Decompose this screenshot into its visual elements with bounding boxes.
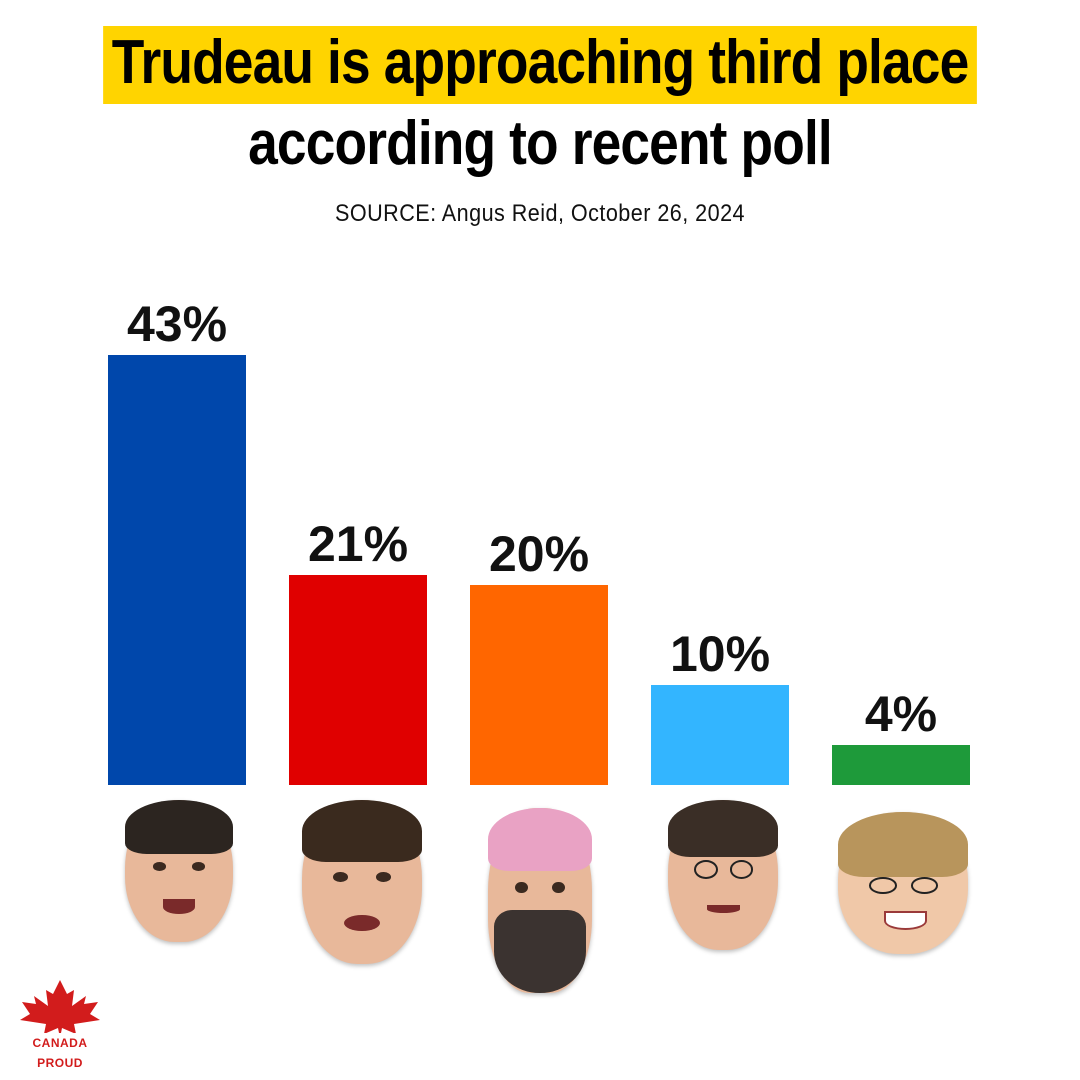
- chart-title: Trudeau is approaching third place accor…: [0, 26, 1080, 178]
- leader-face-5: [838, 812, 968, 954]
- bar-5: [832, 745, 970, 785]
- bar-3: [470, 585, 608, 785]
- leader-face-1: [125, 800, 233, 942]
- bar-value-label-5: 4%: [865, 686, 937, 742]
- bar-2: [289, 575, 427, 785]
- title-line-1: Trudeau is approaching third place: [103, 26, 977, 104]
- maple-leaf-icon: [20, 980, 100, 1038]
- bar-value-label-1: 43%: [127, 296, 227, 352]
- bar-4: [651, 685, 789, 785]
- bar-value-label-4: 10%: [670, 626, 770, 682]
- source-subtitle: SOURCE: Angus Reid, October 26, 2024: [334, 200, 746, 227]
- title-line-2: according to recent poll: [248, 109, 833, 178]
- leader-face-4: [668, 800, 778, 950]
- bar-value-label-2: 21%: [308, 516, 408, 572]
- bar-1: [108, 355, 246, 785]
- bar-value-label-3: 20%: [489, 526, 589, 582]
- leader-face-3: [488, 808, 592, 993]
- leader-face-2: [302, 800, 422, 964]
- logo-text: CANADA PROUD: [12, 1033, 108, 1070]
- canada-proud-logo: CANADA PROUD: [12, 978, 108, 1070]
